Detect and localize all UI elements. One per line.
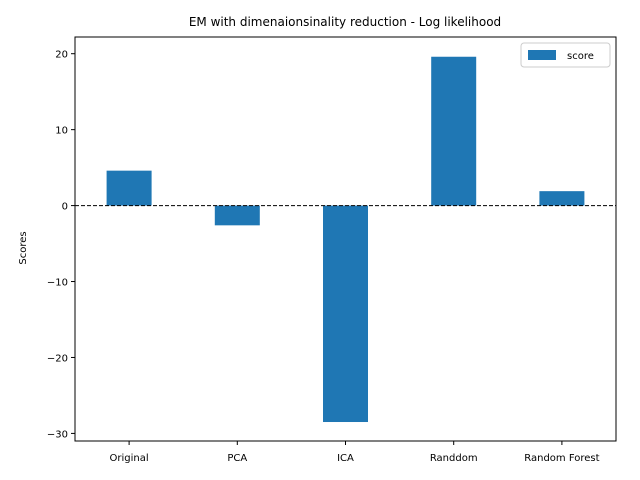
bar-pca (214, 205, 260, 226)
x-axis: Original PCA ICA Randdom Random Forest (110, 441, 600, 464)
y-tick-label: 20 (55, 50, 68, 61)
y-axis: −30 −20 −10 0 10 20 (47, 50, 75, 440)
y-tick-label: −30 (47, 429, 68, 440)
bars (106, 56, 585, 423)
bar-original (106, 170, 152, 206)
x-tick-label: ICA (337, 453, 354, 464)
bar-randdom (431, 56, 477, 206)
y-tick-label: −10 (47, 278, 68, 289)
y-axis-label: Scores (18, 231, 29, 264)
y-tick-label: −20 (47, 353, 68, 364)
legend-swatch (528, 50, 556, 60)
legend: score (520, 42, 611, 68)
x-tick-label: Randdom (430, 453, 478, 464)
legend-box (520, 42, 611, 68)
plot-area: −30 −20 −10 0 10 20 Original PCA ICA Randdom Rand… (47, 36, 617, 464)
bar-ica (323, 205, 368, 423)
x-tick-label: Original (110, 453, 149, 464)
x-tick-label: Random Forest (524, 453, 599, 464)
chart-title: EM with dimenaionsinality reduction - Lo… (189, 15, 501, 29)
bar-random-forest (539, 191, 585, 206)
legend-label: score (567, 51, 594, 62)
y-tick-label: 0 (62, 202, 68, 213)
y-tick-label: 10 (55, 126, 68, 137)
x-tick-label: PCA (227, 453, 247, 464)
